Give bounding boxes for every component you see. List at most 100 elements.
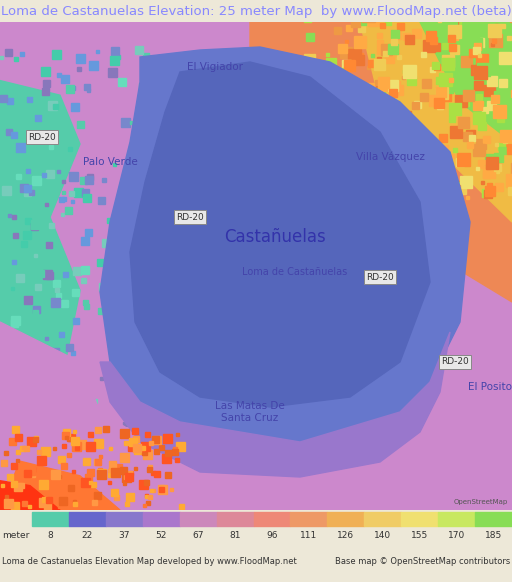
Bar <box>31 223 38 230</box>
Bar <box>430 37 437 44</box>
Bar <box>83 300 88 305</box>
Bar <box>359 174 365 180</box>
Bar <box>72 289 79 296</box>
Bar <box>37 450 41 454</box>
Bar <box>124 441 128 445</box>
Bar <box>143 53 149 59</box>
Bar <box>448 35 455 42</box>
Bar <box>96 50 99 53</box>
Bar <box>373 144 378 149</box>
Bar <box>354 36 366 48</box>
Bar <box>320 134 332 146</box>
Bar <box>485 154 495 164</box>
Bar <box>95 427 101 433</box>
Bar <box>49 145 53 149</box>
Bar <box>309 95 314 100</box>
Bar <box>114 464 122 472</box>
Bar <box>455 95 467 107</box>
Bar <box>97 470 106 479</box>
Bar <box>485 186 495 196</box>
Bar <box>434 64 440 70</box>
Bar <box>120 453 129 462</box>
Bar <box>20 334 23 337</box>
Bar <box>147 467 152 472</box>
Bar <box>331 177 335 181</box>
Bar <box>53 411 56 414</box>
Bar <box>450 126 462 138</box>
Bar <box>66 85 74 93</box>
Bar <box>141 442 150 451</box>
Bar <box>32 176 41 185</box>
Bar <box>41 469 48 476</box>
Bar <box>165 84 173 92</box>
Polygon shape <box>100 47 470 442</box>
Bar <box>72 470 75 473</box>
Bar <box>436 87 448 99</box>
Bar <box>63 429 70 436</box>
Bar <box>498 143 505 150</box>
Bar <box>478 54 481 57</box>
Bar <box>94 459 100 465</box>
Bar <box>378 77 389 88</box>
Bar <box>187 314 195 322</box>
Bar <box>325 141 332 148</box>
Bar <box>493 105 506 118</box>
Bar <box>43 270 52 279</box>
Bar <box>369 94 374 99</box>
Bar <box>327 167 338 178</box>
Text: 140: 140 <box>374 531 391 541</box>
Bar <box>349 86 361 98</box>
Bar <box>85 474 92 481</box>
Bar <box>165 450 171 456</box>
Bar <box>135 445 143 453</box>
Bar <box>475 38 484 47</box>
Bar <box>122 473 131 482</box>
Bar <box>108 481 111 484</box>
Bar <box>109 461 116 468</box>
Bar <box>34 396 43 405</box>
Bar <box>13 381 17 385</box>
Bar <box>99 455 102 458</box>
Bar <box>466 196 469 199</box>
Bar <box>97 259 104 266</box>
Bar <box>41 67 50 76</box>
Bar <box>358 17 366 25</box>
Bar <box>490 25 499 34</box>
Bar <box>2 402 10 410</box>
Bar <box>62 457 68 463</box>
Bar <box>129 471 133 475</box>
Bar <box>81 237 89 245</box>
Bar <box>385 189 394 198</box>
Bar <box>450 175 455 180</box>
Bar <box>123 482 126 485</box>
Bar <box>442 58 454 70</box>
Bar <box>53 104 58 109</box>
Bar <box>393 85 403 95</box>
Bar <box>145 495 148 498</box>
Bar <box>62 197 66 201</box>
Polygon shape <box>250 22 512 302</box>
Bar <box>72 442 81 451</box>
Bar <box>22 263 27 268</box>
Bar <box>397 55 401 59</box>
Bar <box>163 434 172 443</box>
Bar <box>334 27 341 34</box>
Bar <box>391 30 399 38</box>
Bar <box>304 15 311 22</box>
Bar <box>486 157 498 169</box>
Bar <box>438 512 475 526</box>
Bar <box>66 344 73 351</box>
Bar <box>152 244 158 250</box>
Bar <box>1 366 6 371</box>
Bar <box>16 450 20 454</box>
Bar <box>30 472 35 477</box>
Bar <box>412 29 421 38</box>
Bar <box>189 165 197 173</box>
Bar <box>407 111 411 115</box>
Bar <box>129 438 137 446</box>
Bar <box>176 442 185 451</box>
Bar <box>87 89 90 92</box>
Bar <box>483 136 490 143</box>
Polygon shape <box>0 322 512 510</box>
Bar <box>487 183 492 188</box>
